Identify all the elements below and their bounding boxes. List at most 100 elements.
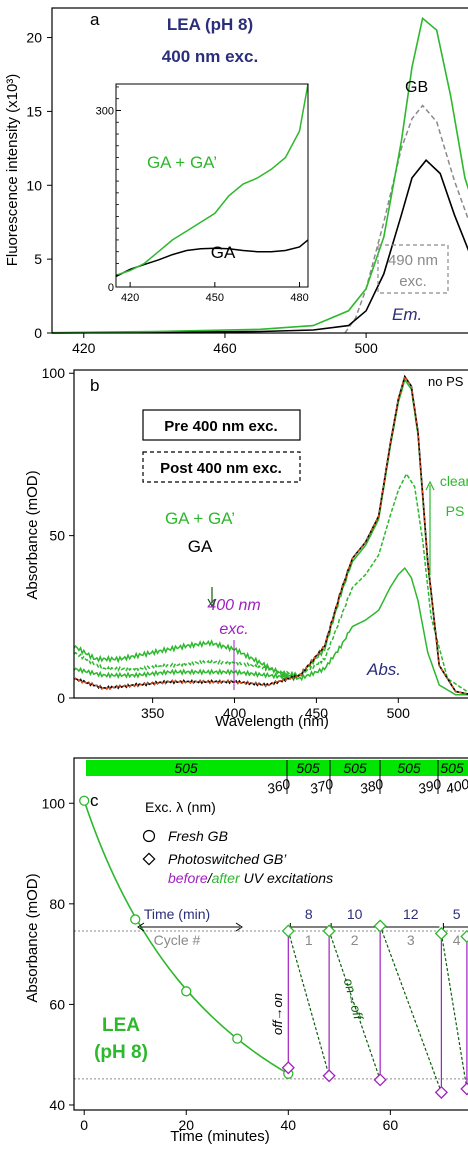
exc-bar-label: 505 [343,760,367,776]
x-tick-label: 350 [141,705,165,721]
on-off-label: on→off [341,977,367,1023]
series-ga-gap-pre [73,377,468,695]
panel-b-xlabel: Wavelength (nm) [215,713,329,730]
exc-green-bar [86,760,468,776]
x-tick-label: 500 [387,705,411,721]
em-label: Em. [392,305,422,324]
panel-a-letter: a [90,10,100,29]
panel-a-ticks: 420 460 500 0 5 10 15 20 [26,30,378,356]
panel-b: 350 400 450 500 0 50 100 b Absorbance (mOD) Wa… [24,365,468,730]
cycle-number-label: 2 [351,932,359,948]
relaxation-line [379,925,442,1093]
legend-circle-icon [142,829,156,843]
inset-y-tick-label: 300 [96,105,114,117]
series-ga [51,159,468,334]
panel-c-ylabel: Absorbance (mOD) [24,873,41,1002]
exc-wavelength-label: 400 [444,775,468,797]
box-post-label: Post 400 nm exc. [160,460,282,477]
b-clear-label: clear [440,473,468,489]
fresh-gb-point [130,914,141,925]
inset-background [116,84,308,287]
x-tick-label: 400 [223,705,247,721]
cycle-time-label: 5 [453,906,461,922]
b-exc-label-line1: 400 nm [207,597,260,614]
y-tick-label: 100 [42,365,66,381]
off-on-label: off→on [270,993,285,1035]
panel-b-series [73,374,468,696]
b-decrease-arrowhead [207,598,217,608]
header-arrow-right-icon [235,922,243,932]
y-tick-label: 20 [26,30,42,46]
y-tick-label: 50 [49,528,65,544]
y-tick-label: 0 [34,325,42,341]
y-tick-label: 10 [26,177,42,193]
box-post [142,451,301,483]
panel-b-frame [73,369,468,699]
b-exc-label-line2: exc. [219,621,248,638]
cycle-time-label: 12 [403,906,419,922]
exc-wavelength-label: 390 [416,775,443,797]
cycle-number-label: 3 [407,932,415,948]
panel-a-title-line2: 400 nm exc. [162,47,258,66]
switched-before-point [281,1061,295,1075]
no-ps-label: no PS [428,374,464,389]
exc-wavelength-label: 360 [265,775,292,797]
switched-after-point [460,929,468,944]
lea-label-line2: (pH 8) [94,1042,148,1063]
lea-label-line1: LEA [102,1015,140,1036]
b-label-ga: GA [188,537,213,556]
x-tick-label: 0 [80,1117,88,1133]
inset-frame [115,83,309,288]
y-tick-label: 0 [57,690,65,706]
panel-c-letter: c [90,791,99,810]
cycle-number-label: 4 [453,932,461,948]
exc-lambda-label: Exc. λ (nm) [145,799,216,815]
relaxation-line [287,930,330,1076]
switched-after-point [322,924,336,938]
series-ga-gap [51,16,468,334]
x-tick-label: 500 [354,340,378,356]
x-tick-label: 20 [178,1117,194,1133]
panel-c-xlabel: Time (minutes) [170,1128,269,1145]
panel-a-inset: 420 450 480 0 300 GA + GA’ GA [96,83,309,304]
inset-x-tick-label: 450 [206,292,224,304]
series-490nm-exc [344,104,468,334]
legend-diamond-icon [142,852,156,866]
b-label-ga-gap: GA + GA’ [165,509,235,528]
panel-a: 420 460 500 0 5 10 15 20 a LEA (pH 8) 400 nm ex… [4,7,468,356]
box-pre [142,409,301,441]
inset-ticks: 420 450 480 0 300 [96,86,309,304]
cycle-number-label: 1 [305,932,313,948]
panel-a-frame [51,7,468,334]
series-ps-post-solid [73,566,468,696]
panel-a-title-line1: LEA (pH 8) [167,15,253,34]
y-tick-label: 80 [49,896,65,912]
inset-y-tick-label: 0 [108,282,114,294]
x-tick-label: 460 [213,340,237,356]
label-490nm-line2: exc. [399,273,427,290]
switched-after-point [281,924,295,938]
inset-series-ga-gap [115,83,309,276]
exc-bar-label: 505 [296,760,320,776]
panel-a-ylabel: Fluorescence intensity (x10³) [4,74,21,267]
x-tick-label: 450 [305,705,329,721]
fresh-gb-point [232,1033,243,1044]
header-arrow-left-icon [137,922,145,932]
panel-c-lines: 8 1 10 2 12 3 5 4 [74,800,468,1093]
relaxation-line [440,933,468,1089]
cycle-time-label: 8 [305,906,313,922]
inset-x-tick-label: 480 [290,292,308,304]
switched-after-point [373,919,387,933]
exc-bar-label: 505 [440,760,464,776]
cycle-time-label: 10 [347,906,363,922]
panel-c-points [79,795,468,1099]
box-490nm [377,244,449,294]
legend-uv: UV excitations [244,870,333,886]
legend-switched: Photoswitched GB’ [168,851,287,867]
legend-uv-line: before/after UV excitations [168,870,333,886]
gb-label: GB [405,79,428,96]
inset-label-ga: GA [211,243,236,262]
